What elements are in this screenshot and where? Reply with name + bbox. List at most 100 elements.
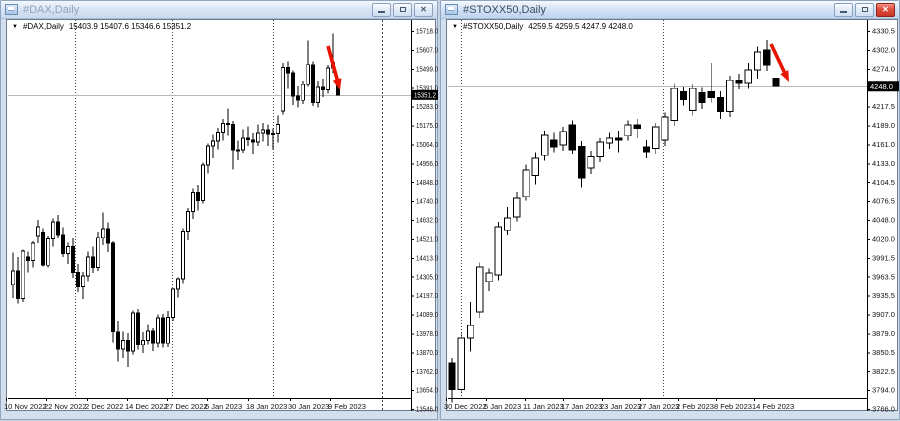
svg-text:23 Jan 2023: 23 Jan 2023: [600, 402, 641, 411]
candle: [190, 192, 196, 213]
candle: [100, 228, 106, 239]
svg-text:11 Jan 2023: 11 Jan 2023: [523, 402, 564, 411]
candle: [485, 272, 493, 283]
candle: [550, 139, 558, 148]
candle: [120, 339, 126, 350]
candle: [35, 226, 41, 237]
candlestick-series: [448, 40, 780, 403]
minimize-icon: [840, 11, 847, 13]
restore-button[interactable]: [393, 2, 412, 17]
candle: [605, 137, 614, 144]
candle: [185, 211, 191, 233]
info-symbol: #DAX,Daily: [22, 22, 64, 31]
svg-text:13870.0: 13870.0: [416, 348, 438, 357]
candle: [235, 149, 241, 152]
minimize-button[interactable]: [372, 2, 391, 17]
arrow-head-icon: [332, 78, 342, 90]
svg-text:4048.0: 4048.0: [872, 216, 895, 225]
svg-text:3794.0: 3794.0: [872, 386, 895, 395]
candle: [80, 275, 86, 287]
candle: [255, 132, 261, 143]
svg-text:4302.0: 4302.0: [872, 46, 895, 55]
candle: [265, 129, 271, 135]
candle: [50, 221, 56, 239]
svg-text:15283.0: 15283.0: [416, 102, 438, 111]
candle: [45, 237, 51, 266]
candle: [285, 66, 291, 74]
candle: [270, 133, 276, 136]
svg-text:14413.0: 14413.0: [416, 253, 438, 262]
dax-titlebar[interactable]: #DAX,Daily ✕: [1, 1, 437, 19]
dax-info-bar: ▼ #DAX,Daily 15403.9 15407.6 15346.6 153…: [12, 22, 191, 31]
candle: [180, 231, 186, 280]
candle: [568, 124, 577, 151]
price-axis[interactable]: 15718.0 15607.0 15499.0 15391.0 15283.0 15175…: [411, 20, 438, 414]
candle: [85, 256, 91, 277]
candle: [642, 146, 651, 153]
svg-text:14521.0: 14521.0: [416, 235, 438, 244]
svg-text:4189.0: 4189.0: [872, 121, 895, 130]
candle: [175, 278, 181, 290]
candle: [200, 164, 206, 201]
svg-text:15718.0: 15718.0: [416, 27, 438, 36]
candle: [707, 91, 715, 99]
candle: [726, 79, 734, 113]
svg-text:3991.5: 3991.5: [872, 253, 895, 262]
svg-text:30 Dec 2022: 30 Dec 2022: [444, 402, 487, 411]
candle: [60, 234, 66, 254]
restore-icon: [861, 7, 868, 12]
svg-text:6 Jan 2023: 6 Jan 2023: [205, 402, 242, 411]
close-icon: ✕: [420, 4, 427, 14]
stoxx50-chart-plot[interactable]: 4330.54302.04274.04245.54217.54189.04161…: [441, 1, 900, 421]
candle: [65, 246, 71, 254]
symbol-dropdown-icon[interactable]: ▼: [12, 23, 18, 30]
candle: [587, 156, 595, 169]
trend-arrow[interactable]: [326, 45, 342, 90]
svg-text:14 Feb 2023: 14 Feb 2023: [752, 402, 794, 411]
candle: [320, 86, 326, 91]
candle: [130, 312, 136, 352]
candle: [260, 129, 266, 134]
candle: [230, 124, 236, 151]
window-title: #STOXX50,Daily: [463, 3, 546, 16]
chart-client-area[interactable]: [6, 19, 436, 411]
candle: [150, 330, 156, 344]
candle: [280, 66, 286, 112]
candle: [75, 272, 81, 287]
chart-window-dax: 15718.0 15607.0 15499.0 15391.0 15283.0 15175…: [0, 0, 438, 420]
stoxx50-titlebar[interactable]: #STOXX50,Daily ✕: [441, 1, 899, 19]
candle: [577, 146, 586, 179]
candle: [245, 137, 251, 141]
candle: [140, 339, 146, 346]
candle: [596, 141, 604, 158]
svg-text:4248.0: 4248.0: [870, 82, 893, 91]
svg-text:13546.0: 13546.0: [416, 405, 438, 414]
svg-text:4217.5: 4217.5: [872, 102, 895, 111]
info-ohlc: 15403.9 15407.6 15346.6 15351.2: [68, 22, 192, 31]
candle: [494, 226, 502, 276]
svg-text:14089.0: 14089.0: [416, 310, 438, 319]
info-ohlc: 4259.5 4259.5 4247.9 4248.0: [528, 22, 633, 31]
minimize-button[interactable]: [834, 2, 853, 17]
candle: [250, 139, 256, 143]
restore-button[interactable]: [855, 2, 874, 17]
dax-chart-plot[interactable]: 15718.0 15607.0 15499.0 15391.0 15283.0 15175…: [1, 1, 439, 421]
candle: [448, 362, 456, 391]
svg-text:13654.0: 13654.0: [416, 386, 438, 395]
candle: [503, 217, 512, 231]
symbol-dropdown-icon[interactable]: ▼: [452, 23, 458, 30]
close-button[interactable]: ✕: [414, 2, 433, 17]
candle: [735, 79, 743, 84]
candle: [240, 137, 246, 151]
candle: [522, 169, 530, 198]
trend-arrow[interactable]: [769, 43, 789, 82]
chart-client-area[interactable]: [446, 19, 898, 411]
svg-text:10 Nov 2022: 10 Nov 2022: [4, 402, 47, 411]
candle: [652, 126, 660, 149]
price-axis[interactable]: 4330.54302.04274.04245.54217.54189.04161…: [867, 20, 895, 414]
svg-text:4161.0: 4161.0: [872, 140, 895, 149]
close-button[interactable]: ✕: [876, 2, 895, 17]
candle: [315, 86, 321, 103]
